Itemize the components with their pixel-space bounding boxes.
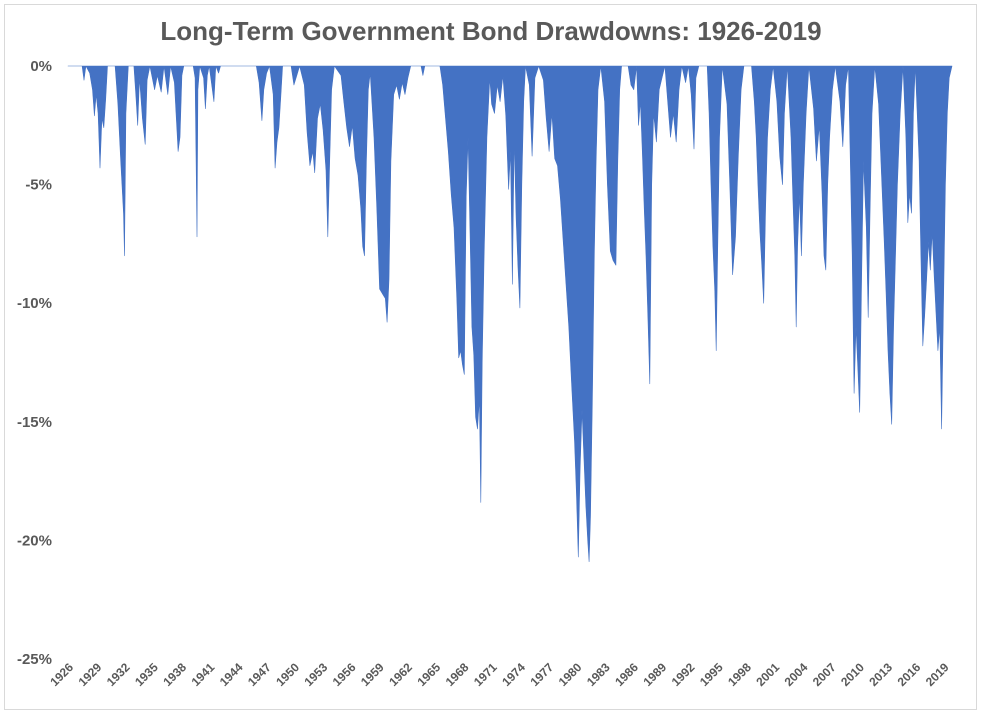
x-tick-label: 1986 <box>612 660 641 689</box>
chart-border <box>4 4 977 710</box>
x-tick-label: 1929 <box>76 660 105 689</box>
x-tick-label: 1998 <box>725 660 754 689</box>
drawdown-area-series <box>67 65 953 562</box>
x-tick-label: 1959 <box>358 660 387 689</box>
x-tick-label: 1971 <box>471 660 500 689</box>
y-tick-label: -20% <box>17 532 52 549</box>
x-tick-label: 1962 <box>386 660 415 689</box>
x-tick-label: 1977 <box>527 660 556 689</box>
x-tick-label: 1974 <box>499 660 528 689</box>
x-tick-label: 1968 <box>443 660 472 689</box>
x-tick-label: 1950 <box>273 660 302 689</box>
series-layer <box>67 65 953 562</box>
x-tick-label: 1995 <box>697 660 726 689</box>
x-tick-label: 1965 <box>414 660 443 689</box>
x-tick-label: 1932 <box>104 660 133 689</box>
x-axis: 1926 1929 1932 1935 1938 1941 1944 1947 1950 1953… <box>47 660 952 689</box>
x-tick-label: 2019 <box>923 660 952 689</box>
y-tick-label: -15% <box>17 414 52 431</box>
x-tick-label: 1947 <box>245 660 274 689</box>
x-tick-label: 1944 <box>217 660 246 689</box>
y-axis: 0% -5% -10% -15% -20% -25% <box>17 58 52 668</box>
x-tick-label: 2007 <box>810 660 839 689</box>
x-tick-label: 1953 <box>302 660 331 689</box>
x-tick-label: 1980 <box>556 660 585 689</box>
y-tick-label: -25% <box>17 651 52 668</box>
x-tick-label: 1983 <box>584 660 613 689</box>
x-tick-label: 2010 <box>838 660 867 689</box>
x-tick-label: 2001 <box>753 660 782 689</box>
x-tick-label: 2004 <box>782 660 811 689</box>
x-tick-label: 1989 <box>640 660 669 689</box>
x-tick-label: 1938 <box>160 660 189 689</box>
y-tick-label: -10% <box>17 295 52 312</box>
x-tick-label: 1992 <box>669 660 698 689</box>
x-tick-label: 1935 <box>132 660 161 689</box>
x-tick-label: 2013 <box>866 660 895 689</box>
chart-title: Long-Term Government Bond Drawdowns: 192… <box>160 16 822 46</box>
x-tick-label: 1956 <box>330 660 359 689</box>
y-tick-label: -5% <box>25 177 52 194</box>
x-tick-label: 2016 <box>895 660 924 689</box>
y-tick-label: 0% <box>30 58 52 75</box>
x-tick-label: 1941 <box>189 660 218 689</box>
